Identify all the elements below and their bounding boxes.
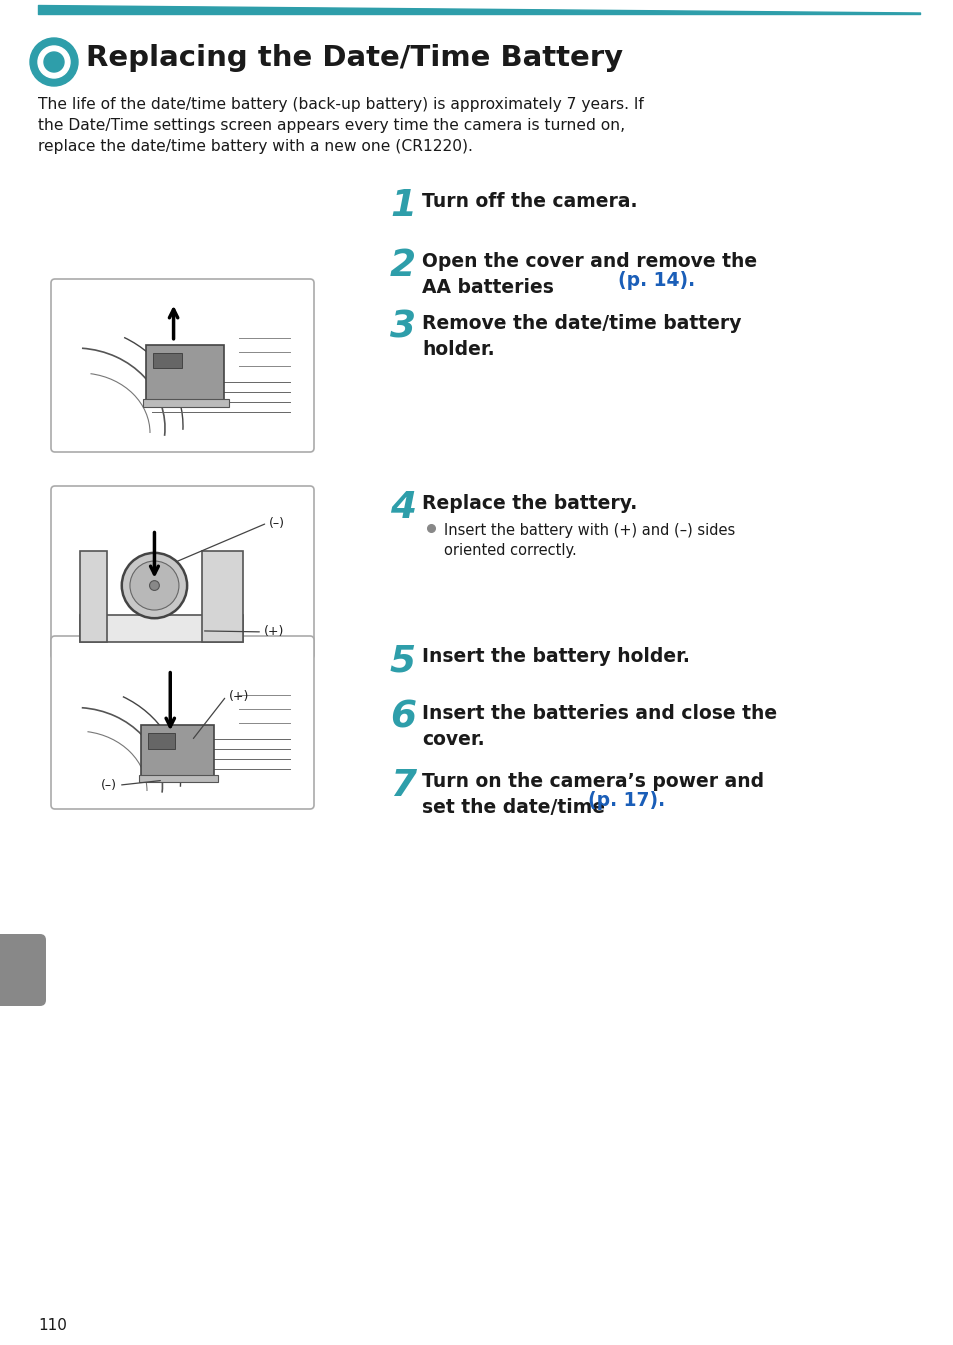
Circle shape [150, 581, 159, 590]
FancyBboxPatch shape [143, 398, 229, 406]
FancyBboxPatch shape [148, 733, 174, 749]
FancyBboxPatch shape [51, 278, 314, 452]
Text: Insert the battery with (+) and (–) sides
oriented correctly.: Insert the battery with (+) and (–) side… [443, 523, 735, 558]
Text: 110: 110 [38, 1318, 67, 1333]
Text: The life of the date/time battery (back-up battery) is approximately 7 years. If: The life of the date/time battery (back-… [38, 97, 643, 112]
FancyBboxPatch shape [51, 486, 314, 659]
Text: Insert the batteries and close the
cover.: Insert the batteries and close the cover… [421, 703, 777, 749]
Text: (–): (–) [269, 516, 285, 530]
FancyBboxPatch shape [0, 933, 46, 1006]
Text: (+): (+) [228, 690, 249, 702]
Circle shape [38, 46, 70, 78]
Circle shape [30, 38, 78, 86]
FancyBboxPatch shape [51, 636, 314, 808]
Text: Open the cover and remove the
AA batteries: Open the cover and remove the AA batteri… [421, 252, 757, 297]
Text: Remove the date/time battery
holder.: Remove the date/time battery holder. [421, 313, 740, 359]
FancyBboxPatch shape [202, 551, 243, 642]
Text: 5: 5 [390, 643, 416, 679]
FancyBboxPatch shape [146, 344, 224, 399]
Text: (+): (+) [264, 625, 284, 639]
Text: Turn on the camera’s power and
set the date/time: Turn on the camera’s power and set the d… [421, 772, 763, 816]
FancyBboxPatch shape [153, 352, 182, 367]
Text: the Date/Time settings screen appears every time the camera is turned on,: the Date/Time settings screen appears ev… [38, 118, 624, 133]
Text: Insert the battery holder.: Insert the battery holder. [421, 647, 689, 666]
Text: (–): (–) [101, 779, 117, 792]
Text: Replace the battery.: Replace the battery. [421, 494, 637, 512]
Text: 3: 3 [390, 309, 416, 346]
FancyBboxPatch shape [80, 615, 243, 642]
Text: 4: 4 [390, 490, 416, 526]
Text: (p. 17).: (p. 17). [587, 791, 664, 811]
Text: 7: 7 [390, 768, 416, 804]
Circle shape [130, 561, 179, 611]
Text: 2: 2 [390, 247, 416, 284]
FancyBboxPatch shape [140, 725, 213, 776]
Circle shape [122, 553, 187, 619]
FancyBboxPatch shape [138, 775, 218, 783]
Text: Replacing the Date/Time Battery: Replacing the Date/Time Battery [86, 44, 622, 73]
Circle shape [44, 52, 64, 73]
Text: replace the date/time battery with a new one (CR1220).: replace the date/time battery with a new… [38, 139, 473, 153]
Text: 6: 6 [390, 699, 416, 736]
Text: 1: 1 [390, 188, 416, 225]
FancyBboxPatch shape [80, 551, 107, 642]
Text: (p. 14).: (p. 14). [618, 272, 695, 291]
Text: Turn off the camera.: Turn off the camera. [421, 192, 637, 211]
